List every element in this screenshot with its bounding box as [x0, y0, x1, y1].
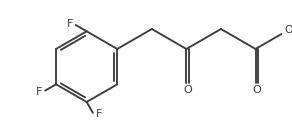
Text: O: O — [183, 85, 192, 95]
Text: O: O — [284, 25, 292, 35]
Text: F: F — [95, 109, 102, 119]
Text: F: F — [67, 19, 73, 29]
Text: O: O — [253, 85, 261, 95]
Text: F: F — [36, 87, 43, 97]
